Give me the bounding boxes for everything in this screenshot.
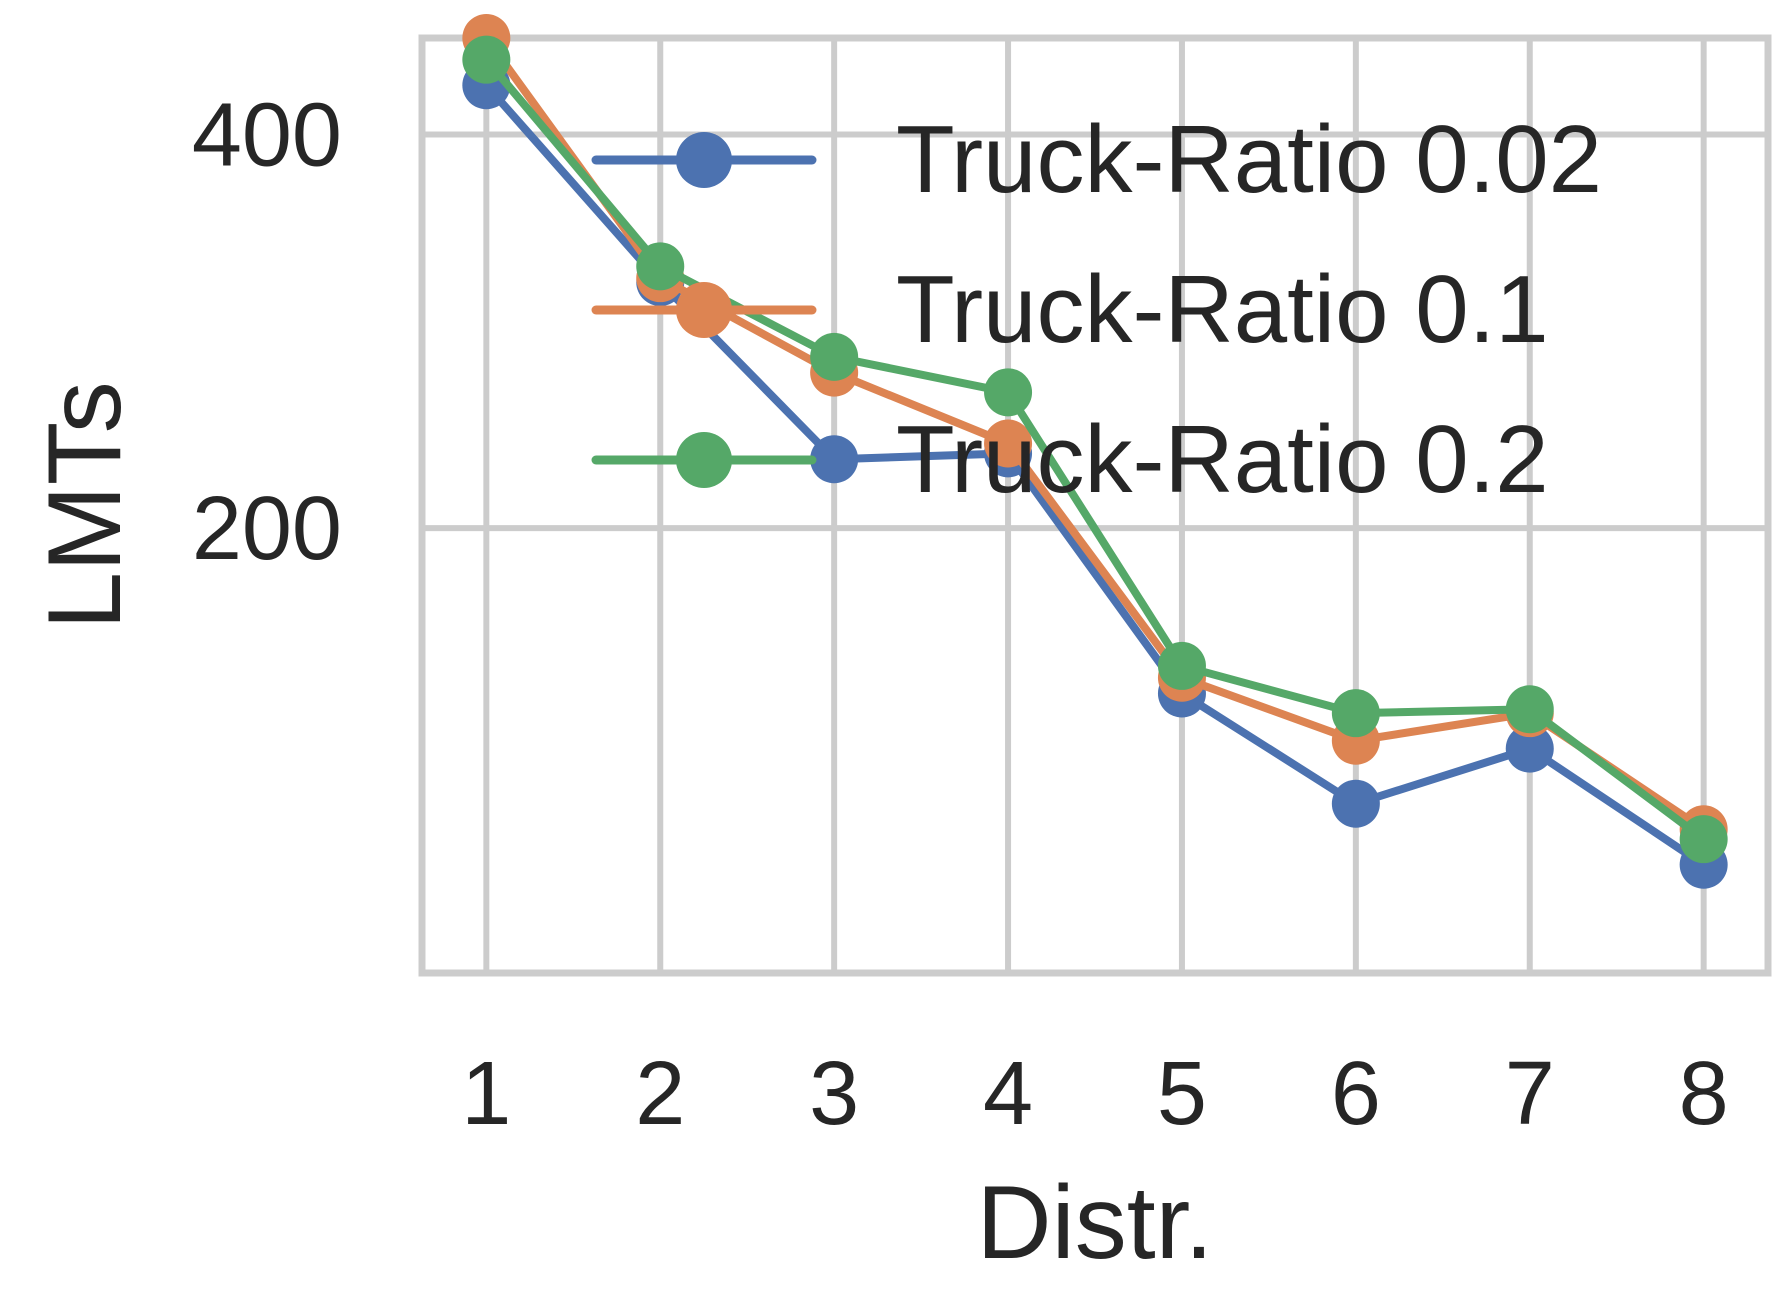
legend-item-1: Truck-Ratio 0.02 xyxy=(591,106,1602,213)
legend: Truck-Ratio 0.02 Truck-Ratio 0.1 Truck-Rat… xyxy=(591,106,1602,513)
series-3-point-4 xyxy=(984,368,1033,417)
legend-item-2: Truck-Ratio 0.1 xyxy=(591,256,1549,363)
legend-label-2: Truck-Ratio 0.1 xyxy=(896,256,1549,363)
y-axis-label: LMTs xyxy=(27,381,143,629)
series-1-point-7 xyxy=(1505,724,1554,773)
series-3-point-6 xyxy=(1331,689,1380,738)
series-3-point-2 xyxy=(636,242,685,291)
x-axis-label: Distr. xyxy=(977,1165,1214,1281)
series-3-point-7 xyxy=(1505,685,1554,734)
x-tick-label-1: 1 xyxy=(461,1044,511,1144)
legend-label-3: Truck-Ratio 0.2 xyxy=(896,406,1549,513)
plot-area-frame xyxy=(418,34,1772,977)
series-3-point-1 xyxy=(462,35,511,84)
x-tick-label-8: 8 xyxy=(1679,1044,1729,1144)
legend-marker-2 xyxy=(676,282,732,338)
grid-lines xyxy=(422,38,1768,973)
x-axis-ticks: 1 2 3 4 5 6 7 8 xyxy=(461,1044,1728,1144)
y-tick-label-200: 200 xyxy=(192,479,342,579)
x-tick-label-5: 5 xyxy=(1157,1044,1207,1144)
legend-marker-3 xyxy=(676,432,732,488)
x-tick-label-6: 6 xyxy=(1331,1044,1381,1144)
series-1-point-3 xyxy=(810,435,859,484)
legend-marker-1 xyxy=(676,132,732,188)
x-tick-label-7: 7 xyxy=(1505,1044,1555,1144)
series-3-point-3 xyxy=(810,332,859,381)
series-3-point-8 xyxy=(1679,815,1728,864)
y-tick-label-400: 400 xyxy=(192,85,342,185)
x-tick-label-3: 3 xyxy=(809,1044,859,1144)
series-3-point-5 xyxy=(1157,641,1206,690)
series-3 xyxy=(462,35,1728,864)
y-axis-ticks: 200 400 xyxy=(192,85,342,579)
series-2-point-4 xyxy=(984,419,1033,468)
legend-item-3: Truck-Ratio 0.2 xyxy=(591,406,1549,513)
x-tick-label-4: 4 xyxy=(983,1044,1033,1144)
series-1-point-6 xyxy=(1331,779,1380,828)
legend-label-1: Truck-Ratio 0.02 xyxy=(896,106,1602,213)
x-tick-label-2: 2 xyxy=(635,1044,685,1144)
series-3-line xyxy=(482,55,1708,844)
